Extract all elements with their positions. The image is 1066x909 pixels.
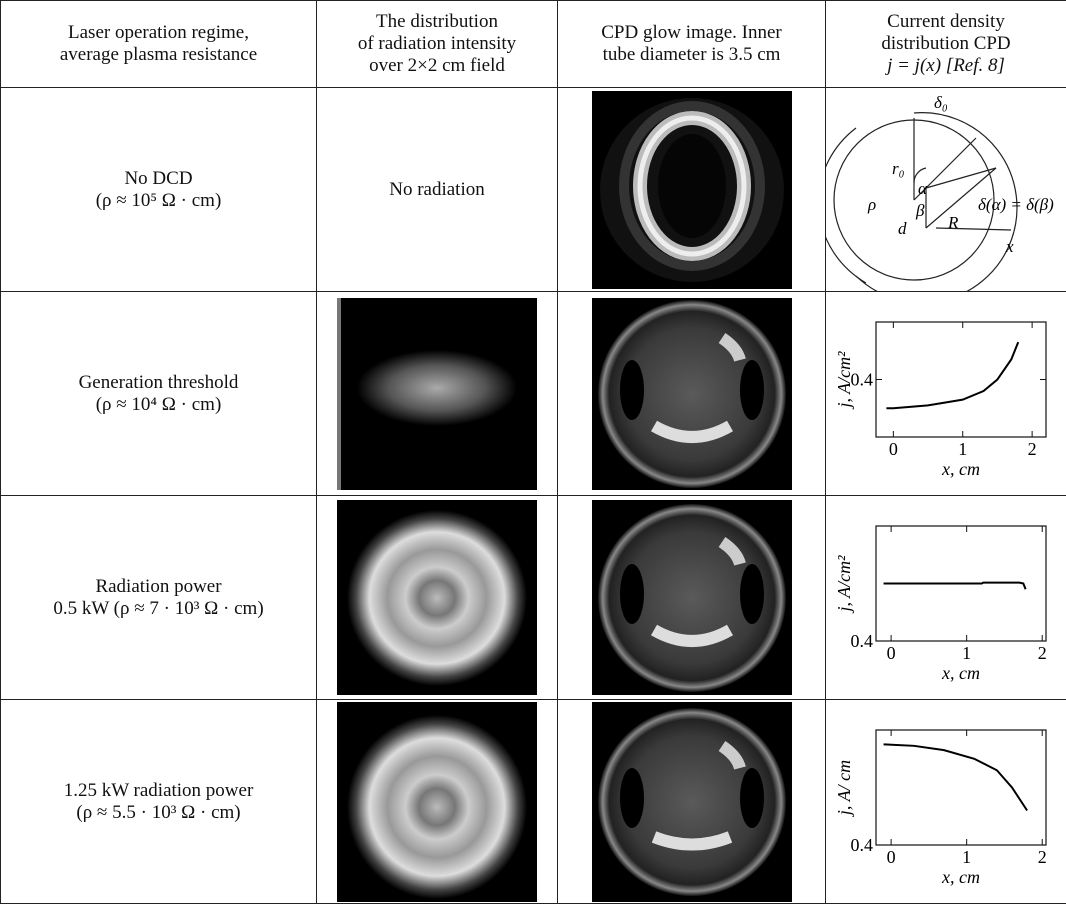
radiation-image <box>337 702 537 902</box>
radiation-cell <box>317 700 558 904</box>
curve <box>884 744 1028 810</box>
x-tick-label: 1 <box>958 439 967 459</box>
plot-frame <box>876 730 1046 845</box>
row: Generation threshold(ρ ≈ 10⁴ Ω · cm) 0 1 2… <box>1 292 1066 496</box>
radiation-cell <box>317 496 558 700</box>
header-line: j = j(x) [Ref. 8] <box>826 55 1066 77</box>
row: 1.25 kW radiation power(ρ ≈ 5.5 · 10³ Ω … <box>1 700 1066 904</box>
header-line: Laser operation regime, <box>1 22 316 44</box>
header-line: over 2×2 cm field <box>317 55 557 77</box>
regime-line: (ρ ≈ 10⁴ Ω · cm) <box>1 394 316 416</box>
x-tick-label: 0 <box>887 847 896 867</box>
y-axis-label: j, A/cm² <box>834 351 854 410</box>
x-tick-label: 1 <box>962 847 971 867</box>
diagram-label: x <box>1005 237 1014 256</box>
diagram-label: r₀ <box>892 159 905 178</box>
glow-cell <box>558 88 826 292</box>
page: Laser operation regime,average plasma re… <box>0 0 1066 909</box>
glow-image <box>592 91 792 289</box>
diagram-label: d <box>898 219 907 238</box>
diagram: δ₀ r₀ α ρ β d R x δ(α) = δ(β) <box>826 88 1066 291</box>
x-tick-label: 2 <box>1028 439 1037 459</box>
glow-cell <box>558 700 826 904</box>
plot-frame <box>876 322 1046 437</box>
plot: 0 1 2 0.4 x, cm j, A/cm² <box>826 496 1066 699</box>
diagram-label: R <box>947 213 959 232</box>
regime-line: 1.25 kW radiation power <box>1 780 316 802</box>
y-tick-label: 0.4 <box>851 835 874 855</box>
x-tick-label: 2 <box>1038 847 1047 867</box>
header-line: CPD glow image. Inner <box>558 22 825 44</box>
header-line: The distribution <box>317 11 557 33</box>
curve <box>886 342 1018 408</box>
x-axis-label: x, cm <box>941 663 980 683</box>
x-axis-label: x, cm <box>941 867 980 887</box>
x-tick-label: 2 <box>1038 643 1047 663</box>
header-row: Laser operation regime,average plasma re… <box>1 1 1066 88</box>
diagram-cell: δ₀ r₀ α ρ β d R x δ(α) = δ(β) <box>826 88 1066 292</box>
radiation-cell: No radiation <box>317 88 558 292</box>
y-tick-label: 0.4 <box>851 631 874 651</box>
row: No DCD(ρ ≈ 10⁵ Ω · cm) No radiation <box>1 88 1066 292</box>
plot-cell: 0 1 2 0.4 x, cm j, A/ cm <box>826 700 1066 904</box>
x-tick-label: 1 <box>962 643 971 663</box>
header-line: Current density <box>826 11 1066 33</box>
glow-image <box>592 500 792 695</box>
diagram-label: δ(α) = δ(β) <box>978 195 1054 214</box>
x-tick-label: 0 <box>887 643 896 663</box>
regime-cell: No DCD(ρ ≈ 10⁵ Ω · cm) <box>1 88 317 292</box>
regime-cell: 1.25 kW radiation power(ρ ≈ 5.5 · 10³ Ω … <box>1 700 317 904</box>
y-axis-label: j, A/cm² <box>834 555 854 614</box>
regime-line: Radiation power <box>1 576 316 598</box>
regime-line: Generation threshold <box>1 372 316 394</box>
glow-image <box>592 298 792 490</box>
header-line: distribution CPD <box>826 33 1066 55</box>
header-cell: Laser operation regime,average plasma re… <box>1 1 317 88</box>
curve <box>884 583 1026 590</box>
diagram-label: ρ <box>867 195 876 214</box>
regime-cell: Generation threshold(ρ ≈ 10⁴ Ω · cm) <box>1 292 317 496</box>
radiation-image <box>337 298 537 490</box>
x-axis-label: x, cm <box>941 459 980 479</box>
diagram-label: δ₀ <box>934 93 948 112</box>
diagram-label: α <box>918 179 928 198</box>
regime-line: No DCD <box>1 168 316 190</box>
diagram-label: β <box>915 201 925 220</box>
glow-cell <box>558 292 826 496</box>
glow-image <box>592 702 792 902</box>
header-line: of radiation intensity <box>317 33 557 55</box>
header-line: average plasma resistance <box>1 44 316 66</box>
regime-line: (ρ ≈ 5.5 · 10³ Ω · cm) <box>1 802 316 824</box>
plot: 0 1 2 0.4 x, cm j, A/ cm <box>826 700 1066 903</box>
glow-cell <box>558 496 826 700</box>
regime-line: (ρ ≈ 10⁵ Ω · cm) <box>1 190 316 212</box>
x-tick-label: 0 <box>889 439 898 459</box>
header-line: tube diameter is 3.5 cm <box>558 44 825 66</box>
y-axis-label: j, A/ cm <box>834 760 854 817</box>
radiation-image <box>337 500 537 695</box>
plot-cell: 0 1 2 0.4 x, cm j, A/cm² <box>826 496 1066 700</box>
regime-line: 0.5 kW (ρ ≈ 7 · 10³ Ω · cm) <box>1 598 316 620</box>
table: Laser operation regime,average plasma re… <box>0 0 1066 904</box>
radiation-cell <box>317 292 558 496</box>
